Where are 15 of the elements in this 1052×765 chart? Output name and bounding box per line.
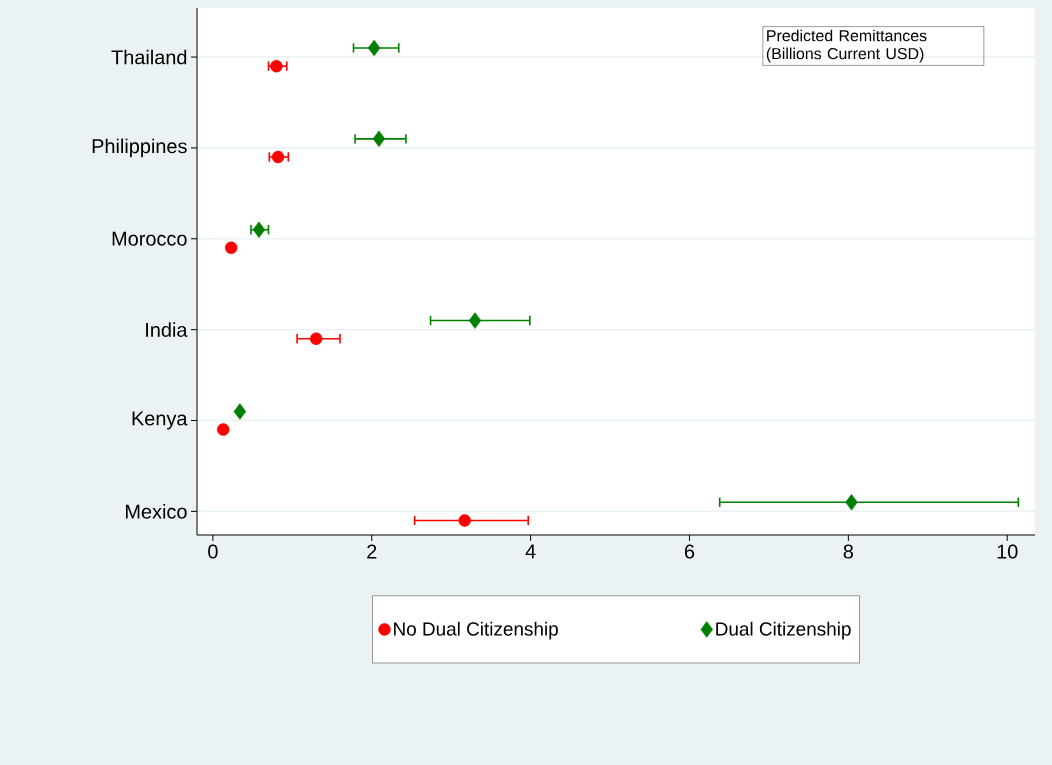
x-tick-label: 2 xyxy=(367,544,377,559)
x-tick-label: 4 xyxy=(525,544,536,559)
y-tick-label: Morocco xyxy=(112,231,187,246)
y-tick-label: Mexico xyxy=(126,504,187,519)
y-tick-label: Kenya xyxy=(132,411,188,430)
legend-label: No Dual Citizenship xyxy=(394,621,558,640)
y-tick-label: Thailand xyxy=(111,49,187,65)
x-tick-label: 6 xyxy=(684,544,695,559)
x-tick-label: 10 xyxy=(997,544,1018,559)
x-tick-label: 0 xyxy=(208,544,218,559)
legend-label: Dual Citizenship xyxy=(716,621,851,640)
y-tick-label: Philippines xyxy=(92,138,187,158)
y-tick-label: India xyxy=(146,322,188,337)
x-tick-label: 8 xyxy=(843,544,854,559)
annotation: Predicted Remittances (Billions Current USD) xyxy=(766,29,927,63)
